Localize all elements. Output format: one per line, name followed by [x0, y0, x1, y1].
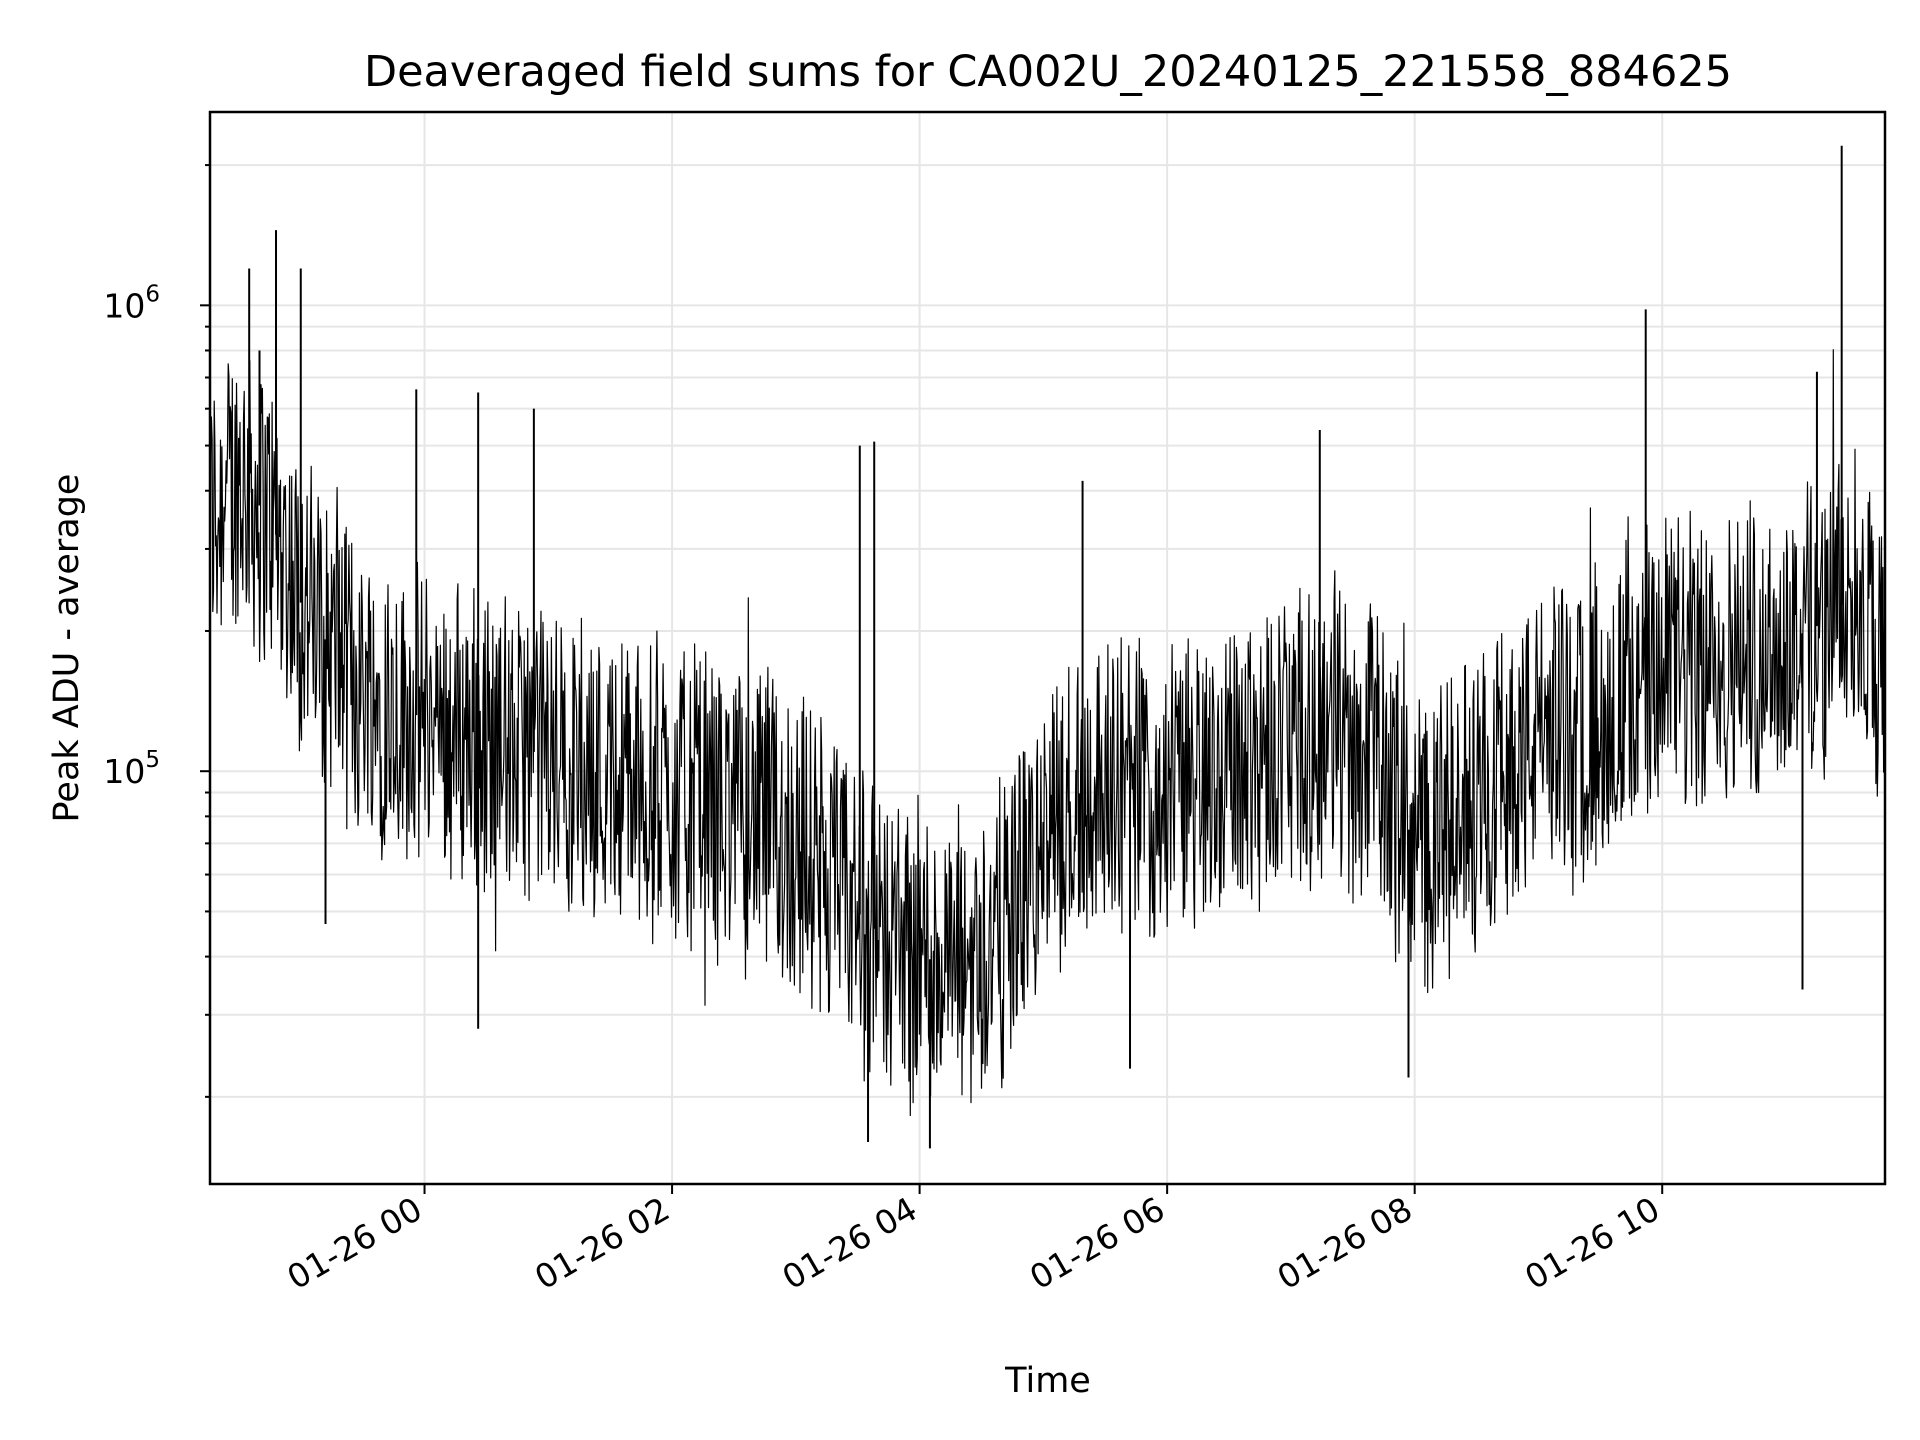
- y-tick-label: 106: [103, 281, 160, 325]
- x-tick-label: 01-26 00: [281, 1189, 429, 1297]
- y-axis-label: Peak ADU - average: [47, 474, 87, 823]
- y-tick-label-exponent: 5: [145, 747, 160, 773]
- grid: [210, 112, 1885, 1184]
- plot-frame: [208, 110, 1887, 1186]
- x-tick-label: 01-26 04: [776, 1189, 924, 1297]
- x-tick-label: 01-26 08: [1271, 1189, 1419, 1297]
- x-tick-label: 01-26 02: [528, 1189, 676, 1297]
- y-tick-label: 105: [103, 747, 160, 791]
- series-line: [209, 349, 1886, 1117]
- y-tick-label-base: 10: [103, 286, 145, 325]
- y-tick-label-exponent: 6: [145, 281, 160, 307]
- data-series: [209, 145, 1886, 1149]
- x-tick-label: 01-26 06: [1023, 1189, 1171, 1297]
- x-axis-label: Time: [1004, 1361, 1091, 1401]
- x-tick-label: 01-26 10: [1518, 1189, 1666, 1297]
- y-tick-label-base: 10: [103, 752, 145, 791]
- chart-title: Deaveraged field sums for CA002U_2024012…: [364, 47, 1732, 97]
